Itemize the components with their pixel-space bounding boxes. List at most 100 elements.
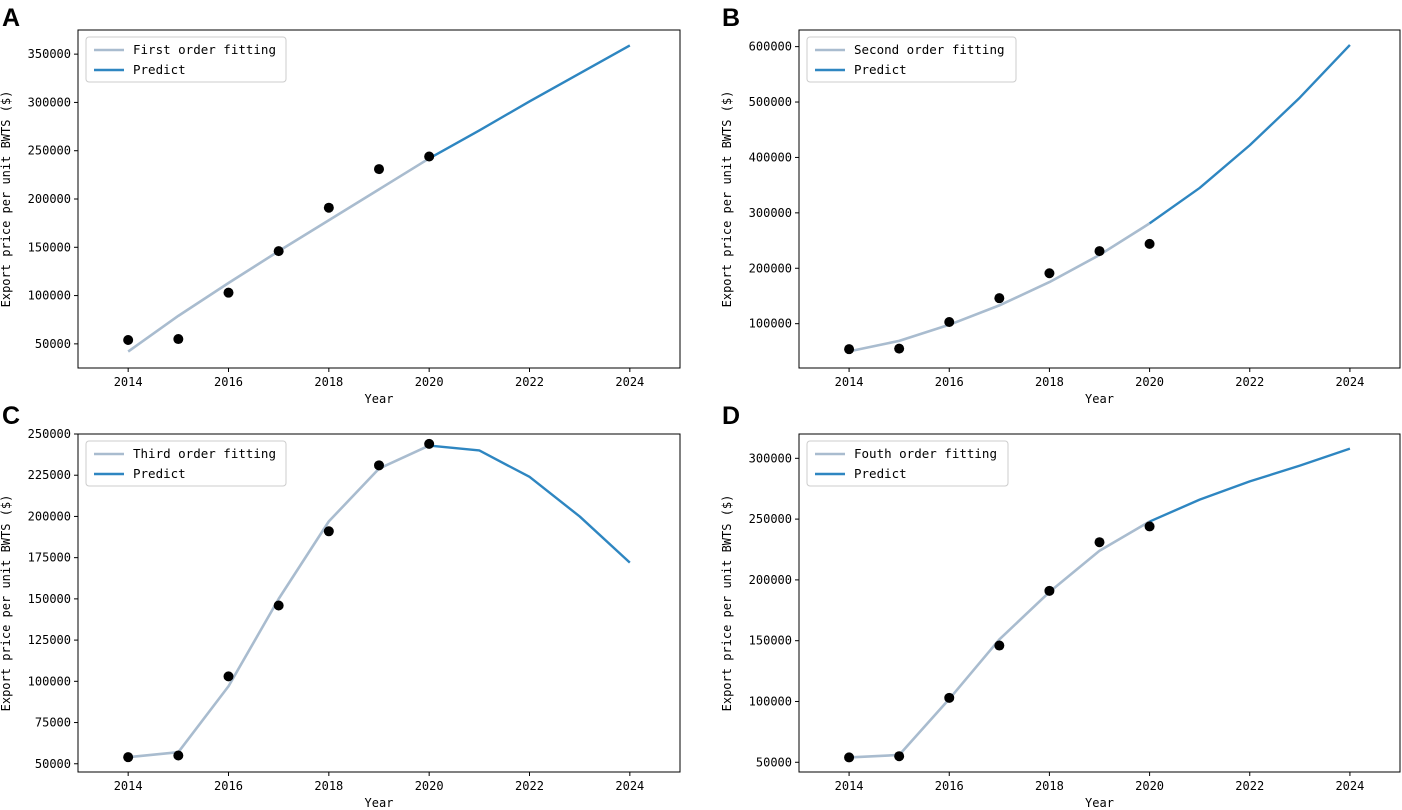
- legend: Fouth order fitting Predict: [806, 440, 1009, 487]
- data-point: [223, 671, 234, 682]
- x-tick-label: 2022: [1235, 375, 1264, 389]
- data-point: [1044, 585, 1055, 596]
- data-point: [844, 344, 855, 355]
- predict-line: [1149, 447, 1351, 523]
- x-tick-label: 2020: [415, 779, 444, 793]
- y-tick-label: 200000: [28, 509, 71, 523]
- legend-predict-label: Predict: [854, 62, 907, 77]
- y-tick-label: 150000: [28, 240, 71, 254]
- x-tick-label: 2020: [1135, 779, 1164, 793]
- y-axis-title: Export price per unit BWTS ($): [720, 495, 734, 712]
- data-point: [894, 343, 905, 354]
- x-tick-label: 2024: [615, 375, 644, 389]
- y-tick-label: 175000: [28, 551, 71, 565]
- y-tick-label: 50000: [756, 755, 792, 769]
- predict-line: [429, 444, 631, 564]
- x-tick-label: 2016: [214, 375, 243, 389]
- legend-box: [85, 440, 287, 487]
- x-tick-label: 2014: [114, 375, 143, 389]
- x-tick-label: 2022: [1235, 779, 1264, 793]
- x-tick-label: 2018: [314, 375, 343, 389]
- x-tick-label: 2014: [835, 779, 864, 793]
- data-point: [173, 750, 184, 761]
- legend-box: [806, 36, 1017, 83]
- y-tick-label: 50000: [35, 757, 71, 771]
- panel-letter: B: [722, 4, 740, 32]
- legend-predict-label: Predict: [854, 466, 907, 481]
- x-tick-label: 2016: [935, 779, 964, 793]
- panel-b: B 2014 2016 2018 2020 2022 2024 100000 200000 300…: [720, 4, 1401, 406]
- y-tick-label: 150000: [28, 592, 71, 606]
- data-point: [894, 751, 905, 762]
- y-tick-label: 150000: [749, 634, 792, 648]
- data-point: [223, 287, 234, 298]
- x-tick-label: 2016: [935, 375, 964, 389]
- x-axis-title: Year: [1085, 392, 1114, 406]
- plot-frame: [798, 433, 1401, 773]
- y-tick-label: 250000: [28, 144, 71, 158]
- y-axis-title: Export price per unit BWTS ($): [0, 495, 13, 712]
- x-tick-label: 2016: [214, 779, 243, 793]
- data-point: [374, 460, 384, 471]
- data-point: [323, 526, 334, 537]
- fit-line: [849, 520, 1151, 759]
- data-point: [424, 438, 435, 449]
- data-point: [123, 752, 134, 763]
- y-tick-label: 200000: [749, 573, 792, 587]
- y-tick-label: 100000: [749, 694, 792, 708]
- legend-predict-label: Predict: [133, 62, 186, 77]
- y-tick-label: 300000: [749, 451, 792, 465]
- y-tick-label: 300000: [28, 95, 71, 109]
- x-tick-label: 2024: [615, 779, 644, 793]
- y-tick-label: 100000: [28, 289, 71, 303]
- x-axis-title: Year: [365, 392, 394, 406]
- plot-frame: [798, 29, 1401, 369]
- data-point: [1094, 537, 1105, 548]
- x-tick-label: 2018: [1035, 779, 1064, 793]
- data-point: [323, 202, 334, 213]
- data-point: [374, 164, 384, 175]
- legend: Second order fitting Predict: [806, 36, 1017, 83]
- data-point: [1044, 268, 1055, 279]
- data-point: [994, 293, 1005, 304]
- y-tick-label: 300000: [749, 206, 792, 220]
- y-tick-label: 200000: [749, 261, 792, 275]
- y-axis-title: Export price per unit BWTS ($): [720, 91, 734, 308]
- legend-box: [806, 440, 1009, 487]
- plot-frame: [77, 433, 681, 773]
- predict-line: [1148, 44, 1351, 225]
- data-point: [273, 600, 284, 611]
- data-point: [844, 752, 855, 763]
- x-tick-label: 2014: [835, 375, 864, 389]
- data-point: [273, 246, 284, 257]
- x-tick-label: 2024: [1335, 779, 1364, 793]
- data-point: [1144, 521, 1155, 532]
- legend: First order fitting Predict: [85, 36, 287, 83]
- legend: Third order fitting Predict: [85, 440, 287, 487]
- data-point: [123, 334, 134, 345]
- x-axis-title: Year: [1085, 796, 1114, 810]
- panel-letter: A: [2, 4, 20, 32]
- data-point: [173, 334, 184, 345]
- legend-fit-label: First order fitting: [133, 42, 276, 57]
- x-tick-label: 2020: [415, 375, 444, 389]
- x-axis-title: Year: [365, 796, 394, 810]
- x-tick-label: 2022: [515, 375, 544, 389]
- data-point: [944, 692, 955, 703]
- fit-line: [848, 222, 1151, 353]
- data-point: [424, 151, 435, 162]
- y-tick-label: 75000: [35, 716, 71, 730]
- x-tick-label: 2014: [114, 779, 143, 793]
- legend-fit-label: Second order fitting: [854, 42, 1005, 57]
- legend-predict-label: Predict: [133, 466, 186, 481]
- legend-fit-label: Third order fitting: [133, 446, 276, 461]
- x-tick-label: 2020: [1135, 375, 1164, 389]
- panel-letter: D: [722, 402, 740, 430]
- y-tick-label: 600000: [749, 40, 792, 54]
- y-tick-label: 225000: [28, 468, 71, 482]
- panel-d: D 2014 2016 2018 2020 2022 2024 50000 100000 1500…: [720, 402, 1401, 810]
- legend-box: [85, 36, 287, 83]
- data-point: [994, 640, 1005, 651]
- x-tick-label: 2018: [314, 779, 343, 793]
